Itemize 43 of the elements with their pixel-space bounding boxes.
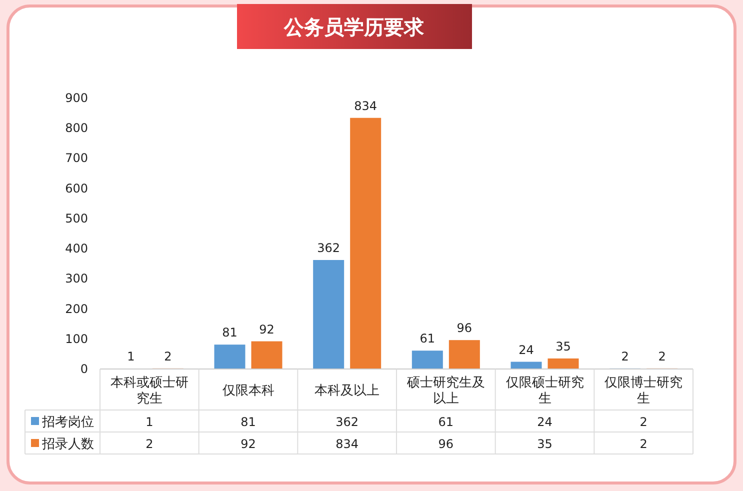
data-label: 2 [146, 437, 154, 451]
text: 2 [164, 349, 172, 364]
data-label: 61 [438, 415, 454, 429]
y-tick-label: 500 [65, 211, 88, 226]
y-tick-label: 800 [65, 121, 88, 136]
data-label: 35 [537, 437, 552, 451]
text: 92 [259, 322, 274, 336]
data-label: 362 [336, 415, 359, 429]
text: 362 [317, 241, 340, 255]
x-tick-label: 本科及以上 [314, 384, 380, 398]
x-tick-label: 硕士研究生及以上 [406, 376, 485, 406]
y-tick-label: 600 [65, 181, 88, 196]
x-tick-label: 仅限硕士研究生 [506, 376, 584, 406]
y-tick-label: 200 [65, 302, 88, 316]
data-label: 92 [240, 437, 256, 451]
x-tick-label: 仅限本科 [222, 384, 274, 398]
y-tick-label: 700 [65, 151, 88, 166]
text: 2 [658, 349, 666, 364]
y-tick-label: 0 [80, 362, 88, 376]
text: 2 [621, 349, 629, 364]
legend-label: 招考岗位 [41, 415, 94, 430]
text: 35 [556, 339, 571, 354]
y-tick-label: 100 [65, 332, 88, 346]
y-tick-label: 900 [65, 91, 88, 105]
data-label: 81 [240, 415, 256, 429]
text: 834 [354, 98, 378, 113]
text: 61 [420, 332, 436, 346]
data-label: 24 [537, 415, 552, 429]
x-tick-label: 仅限博士研究生 [604, 376, 683, 406]
text: 1 [127, 350, 135, 364]
data-label: 2 [640, 415, 648, 429]
text: 81 [222, 326, 238, 340]
chart-title: 公务员学历要求 [283, 15, 425, 39]
x-tick-label: 本科或硕士研究生 [110, 376, 188, 406]
legend-label: 招录人数 [41, 437, 94, 452]
data-label: 96 [438, 437, 454, 451]
data-label: 1 [146, 415, 154, 429]
y-tick-label: 400 [65, 242, 88, 256]
text: 96 [456, 321, 472, 336]
data-label: 2 [640, 437, 648, 451]
data-label: 834 [336, 437, 359, 451]
text: 24 [518, 342, 534, 357]
y-tick-label: 300 [65, 272, 88, 286]
